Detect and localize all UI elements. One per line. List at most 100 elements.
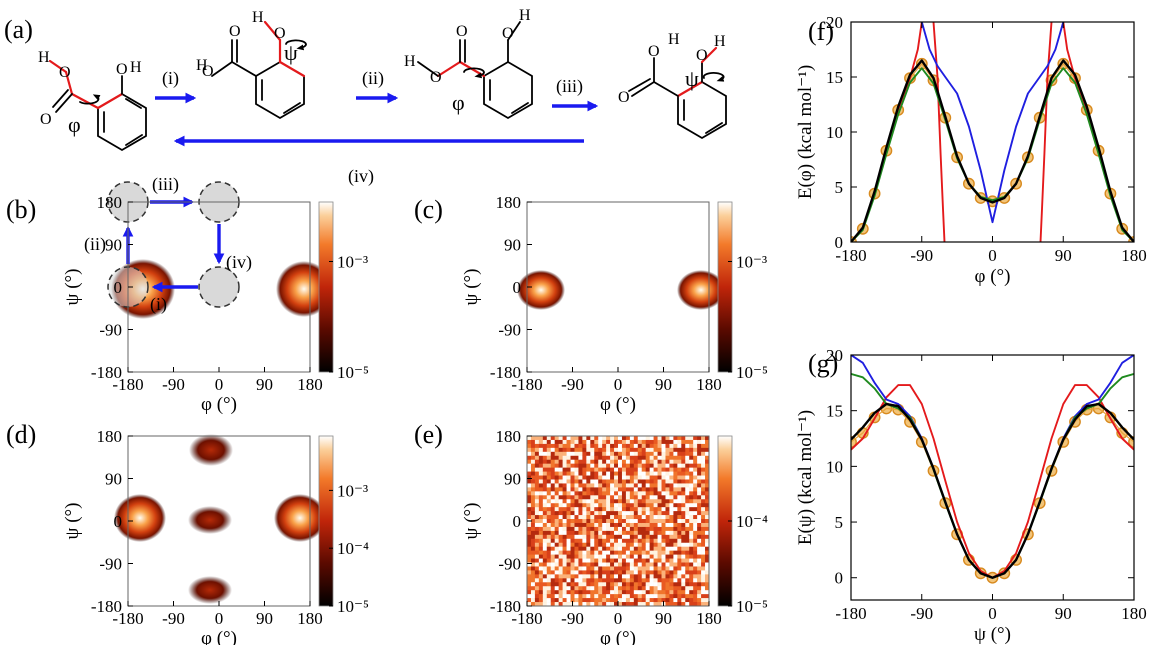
heatmap-cell [606,570,611,575]
heatmap-cell [677,570,682,575]
heatmap-cell [705,463,710,468]
heatmap-cell [701,570,706,575]
heatmap-cell [621,594,627,599]
heatmap-cell [637,491,643,496]
heatmap-cell [527,487,532,492]
heatmap-cell [637,554,643,559]
heatmap-cell [554,507,559,512]
heatmap-cell [669,459,674,464]
heatmap-cell [602,503,607,508]
heatmap-cell [645,570,650,575]
heatmap-cell [558,582,563,587]
heatmap-cell [689,558,694,563]
heatmap-cell [598,499,603,504]
heatmap-cell [665,602,670,607]
heatmap-cell [566,507,571,512]
heatmap-cell [602,487,607,492]
heatmap-cell [689,574,694,579]
heatmap-cell [538,534,544,540]
heatmap-cell [610,503,615,508]
heatmap-cell [645,582,650,587]
x-tick-label: 0 [614,375,623,394]
heatmap-cell [554,530,559,536]
heatmap-cell [665,471,670,476]
heatmap-cell [606,479,611,484]
heatmap-cell [618,602,623,607]
heatmap-cell [645,479,650,484]
heatmap-cell [637,570,643,575]
heatmap-cell [637,507,643,512]
heatmap-cell [558,471,563,476]
heatmap-cell [689,594,694,599]
heatmap-cell [685,602,690,607]
heatmap-cell [538,479,544,484]
heatmap-cell [661,451,666,457]
heatmap-cell [586,546,591,551]
heatmap-cell [645,491,650,496]
heatmap-cell [602,570,607,575]
heatmap-cell [538,471,544,476]
heatmap-cell [554,522,559,528]
heatmap-cell [562,594,567,599]
heatmap-cell [534,570,540,575]
heatmap-cell [618,554,623,559]
heatmap-cell [693,550,698,555]
heatmap-cell [701,447,706,453]
heatmap-cell [530,511,536,516]
heatmap-cell [554,455,559,461]
heatmap-cell [554,574,559,579]
heatmap-cell [578,515,583,520]
heatmap-cell [705,530,710,536]
heatmap-cell [693,479,698,484]
heatmap-cell [681,436,686,441]
heatmap-cell [546,447,552,453]
heatmap-cell [693,522,698,528]
panel-label-d: (d) [6,420,36,449]
heatmap-cell [701,522,706,528]
heatmap-cell [661,542,666,547]
heatmap-cell [645,511,650,516]
heatmap-cell [542,436,548,441]
heatmap-cell [621,554,627,559]
heatmap-cell [574,515,579,520]
heatmap-cell [629,530,635,536]
heatmap-cell [697,534,702,540]
heatmap-cell [578,546,583,551]
heatmap-cell [554,519,559,524]
heatmap-cell [637,582,643,587]
heatmap-cell [534,602,540,607]
heatmap-cell [701,467,706,472]
heatmap-cell [618,499,623,504]
y-tick-label: 15 [826,402,843,421]
heatmap-cell [649,499,654,504]
heatmap-cell [685,519,690,524]
heatmap-cell [649,511,654,516]
heatmap-cell [665,530,670,536]
heatmap-cell [558,574,563,579]
heatmap-cell [625,594,631,599]
heatmap-cell [673,574,678,579]
heatmap-cell [653,546,658,551]
heatmap-cell [653,534,658,540]
heatmap-cell [562,526,567,532]
heatmap-cell [614,558,619,563]
y-tick-label: -180 [490,363,521,382]
heatmap-cell [649,538,654,544]
heatmap-cell [665,479,670,484]
heatmap-cell [546,594,552,599]
heatmap-cell [681,503,686,508]
heatmap-cell [673,522,678,528]
heatmap-cell [590,483,595,488]
heatmap-cell [614,534,619,540]
heatmap-cell [590,459,595,464]
heatmap-cell [546,538,552,544]
heatmap-cell [701,436,706,441]
heatmap-cell [673,554,678,559]
heatmap-cell [582,538,587,544]
heatmap-cell [665,475,670,480]
colorbar-tick-label: 10⁻⁴ [337,539,369,558]
heatmap-cell [614,455,619,461]
heatmap-cell [582,582,587,587]
heatmap-cell [562,463,567,468]
heatmap-cell [527,530,532,536]
